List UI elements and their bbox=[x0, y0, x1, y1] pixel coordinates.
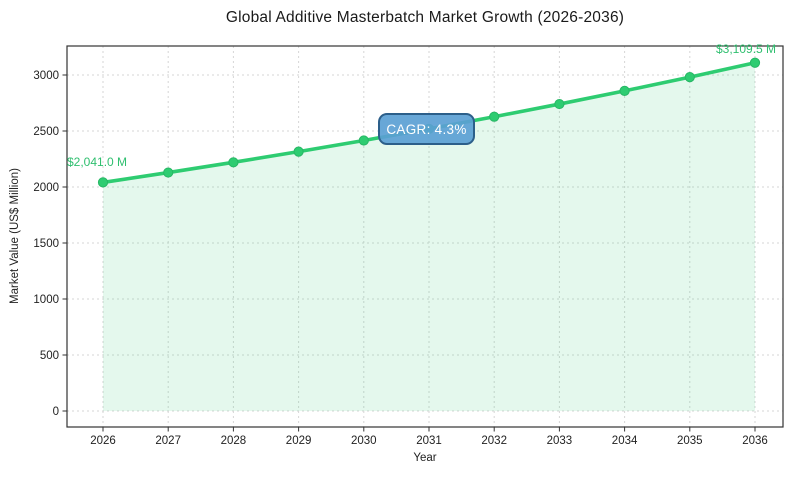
y-tick-label: 2000 bbox=[33, 182, 59, 194]
y-tick-label: 3000 bbox=[33, 70, 59, 82]
end-value-annotation: $3,109.5 M bbox=[716, 42, 777, 56]
x-tick-label: 2034 bbox=[612, 435, 638, 447]
x-tick-label: 2032 bbox=[481, 435, 507, 447]
x-tick-label: 2026 bbox=[90, 435, 116, 447]
y-tick-label: 2500 bbox=[33, 126, 59, 138]
chart-title: Global Additive Masterbatch Market Growt… bbox=[225, 9, 625, 26]
data-point bbox=[619, 85, 630, 96]
start-value-annotation: $2,041.0 M bbox=[67, 155, 128, 169]
data-point bbox=[228, 157, 239, 168]
x-tick-label: 2028 bbox=[221, 435, 247, 447]
cagr-badge: CAGR: 4.3% bbox=[378, 113, 475, 145]
data-point bbox=[489, 111, 500, 122]
x-tick-label: 2029 bbox=[286, 435, 312, 447]
y-tick-label: 0 bbox=[53, 406, 59, 418]
cagr-badge-label: CAGR: 4.3% bbox=[386, 121, 467, 137]
data-point bbox=[97, 177, 109, 188]
x-tick-label: 2031 bbox=[416, 435, 442, 447]
data-point bbox=[684, 71, 695, 83]
y-tick-label: 1500 bbox=[33, 238, 59, 250]
data-point bbox=[358, 135, 369, 146]
x-tick-label: 2030 bbox=[351, 435, 377, 447]
data-point bbox=[749, 57, 761, 68]
area-fill bbox=[103, 62, 755, 412]
data-point bbox=[293, 146, 304, 157]
x-tick-label: 2036 bbox=[742, 435, 768, 447]
axis-spines bbox=[66, 45, 784, 428]
y-tick-label: 500 bbox=[40, 350, 59, 362]
y-axis-label: Market Value (US$ Million) bbox=[9, 168, 21, 304]
x-axis-label: Year bbox=[413, 452, 437, 464]
y-tick-label: 1000 bbox=[33, 294, 59, 306]
x-tick-label: 2035 bbox=[677, 435, 703, 447]
x-tick-label: 2027 bbox=[155, 435, 181, 447]
x-tick-label: 2033 bbox=[547, 435, 573, 447]
data-point bbox=[554, 98, 565, 110]
data-point bbox=[163, 167, 174, 178]
